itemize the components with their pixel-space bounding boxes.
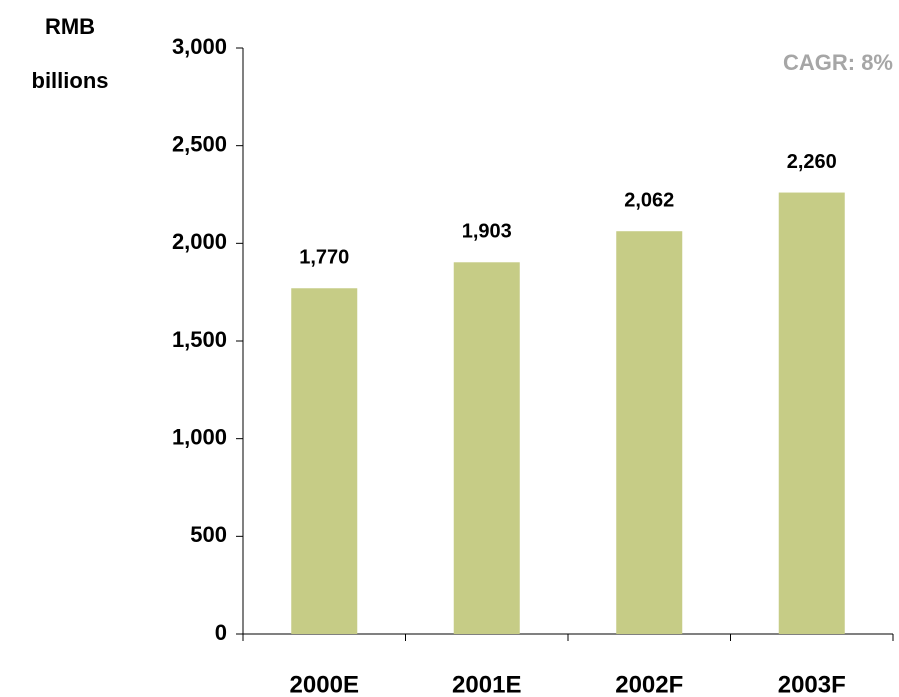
bar <box>616 231 683 635</box>
x-tick-label: 2003F <box>778 671 846 697</box>
y-tick-label: 2,000 <box>172 229 227 254</box>
y-tick-label: 500 <box>190 522 227 547</box>
y-tick-label: 1,500 <box>172 327 227 352</box>
bar <box>778 192 845 634</box>
bar <box>453 262 520 634</box>
x-tick-label: 2002F <box>615 671 683 697</box>
y-axis-label: RMB <box>45 14 95 39</box>
x-tick-label: 2000E <box>290 671 359 697</box>
y-tick-label: 0 <box>215 620 227 645</box>
data-label: 2,062 <box>624 190 674 212</box>
x-tick-label: 2001E <box>452 671 521 697</box>
y-tick-label: 3,000 <box>172 34 227 59</box>
y-tick-label: 1,000 <box>172 424 227 449</box>
y-tick-label: 2,500 <box>172 131 227 156</box>
data-label: 2,260 <box>787 151 837 173</box>
y-axis-label: billions <box>32 68 109 93</box>
data-label: 1,903 <box>462 221 512 243</box>
data-label: 1,770 <box>299 247 349 269</box>
bar <box>291 288 358 634</box>
annotation: CAGR: 8% <box>783 50 893 75</box>
